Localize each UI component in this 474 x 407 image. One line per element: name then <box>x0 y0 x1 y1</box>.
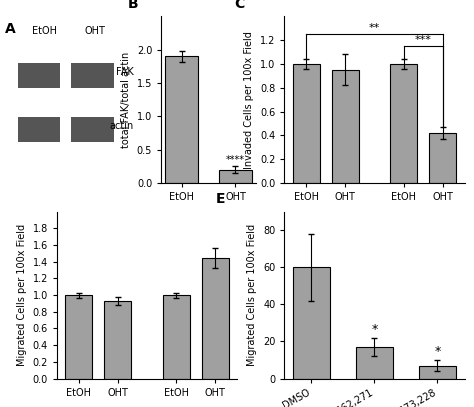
Y-axis label: Invaded Cells per 100x Field: Invaded Cells per 100x Field <box>245 31 255 168</box>
Text: OHT: OHT <box>84 26 105 36</box>
Text: EtOH: EtOH <box>32 26 57 36</box>
Text: +CreER: +CreER <box>394 220 432 230</box>
Text: *: * <box>371 323 378 336</box>
Text: actin: actin <box>109 121 134 131</box>
Bar <box>292 267 330 379</box>
FancyBboxPatch shape <box>71 116 114 142</box>
FancyBboxPatch shape <box>18 63 61 88</box>
Y-axis label: Migrated Cells per 100x Field: Migrated Cells per 100x Field <box>17 224 27 366</box>
Text: -CreER: -CreER <box>289 220 322 230</box>
Bar <box>201 258 229 379</box>
Text: *: * <box>434 345 440 358</box>
Y-axis label: Migrated Cells per 100x Field: Migrated Cells per 100x Field <box>247 224 257 366</box>
Bar <box>165 56 198 183</box>
Bar <box>429 133 456 183</box>
Bar <box>292 64 320 183</box>
Bar <box>332 70 359 183</box>
Text: A: A <box>5 22 16 36</box>
Bar <box>219 170 252 183</box>
FancyBboxPatch shape <box>18 116 61 142</box>
Bar <box>104 301 131 379</box>
Bar <box>163 295 190 379</box>
Text: E: E <box>216 192 226 206</box>
Y-axis label: total FAK/total actin: total FAK/total actin <box>121 52 131 148</box>
Text: ****: **** <box>226 155 245 165</box>
Text: B: B <box>128 0 138 11</box>
Bar <box>390 64 417 183</box>
Text: ***: *** <box>415 35 432 45</box>
Bar <box>356 347 393 379</box>
Text: **: ** <box>369 23 380 33</box>
Text: C: C <box>234 0 244 11</box>
Bar <box>65 295 92 379</box>
Text: FAK: FAK <box>116 68 134 77</box>
FancyBboxPatch shape <box>71 63 114 88</box>
Bar <box>419 365 456 379</box>
